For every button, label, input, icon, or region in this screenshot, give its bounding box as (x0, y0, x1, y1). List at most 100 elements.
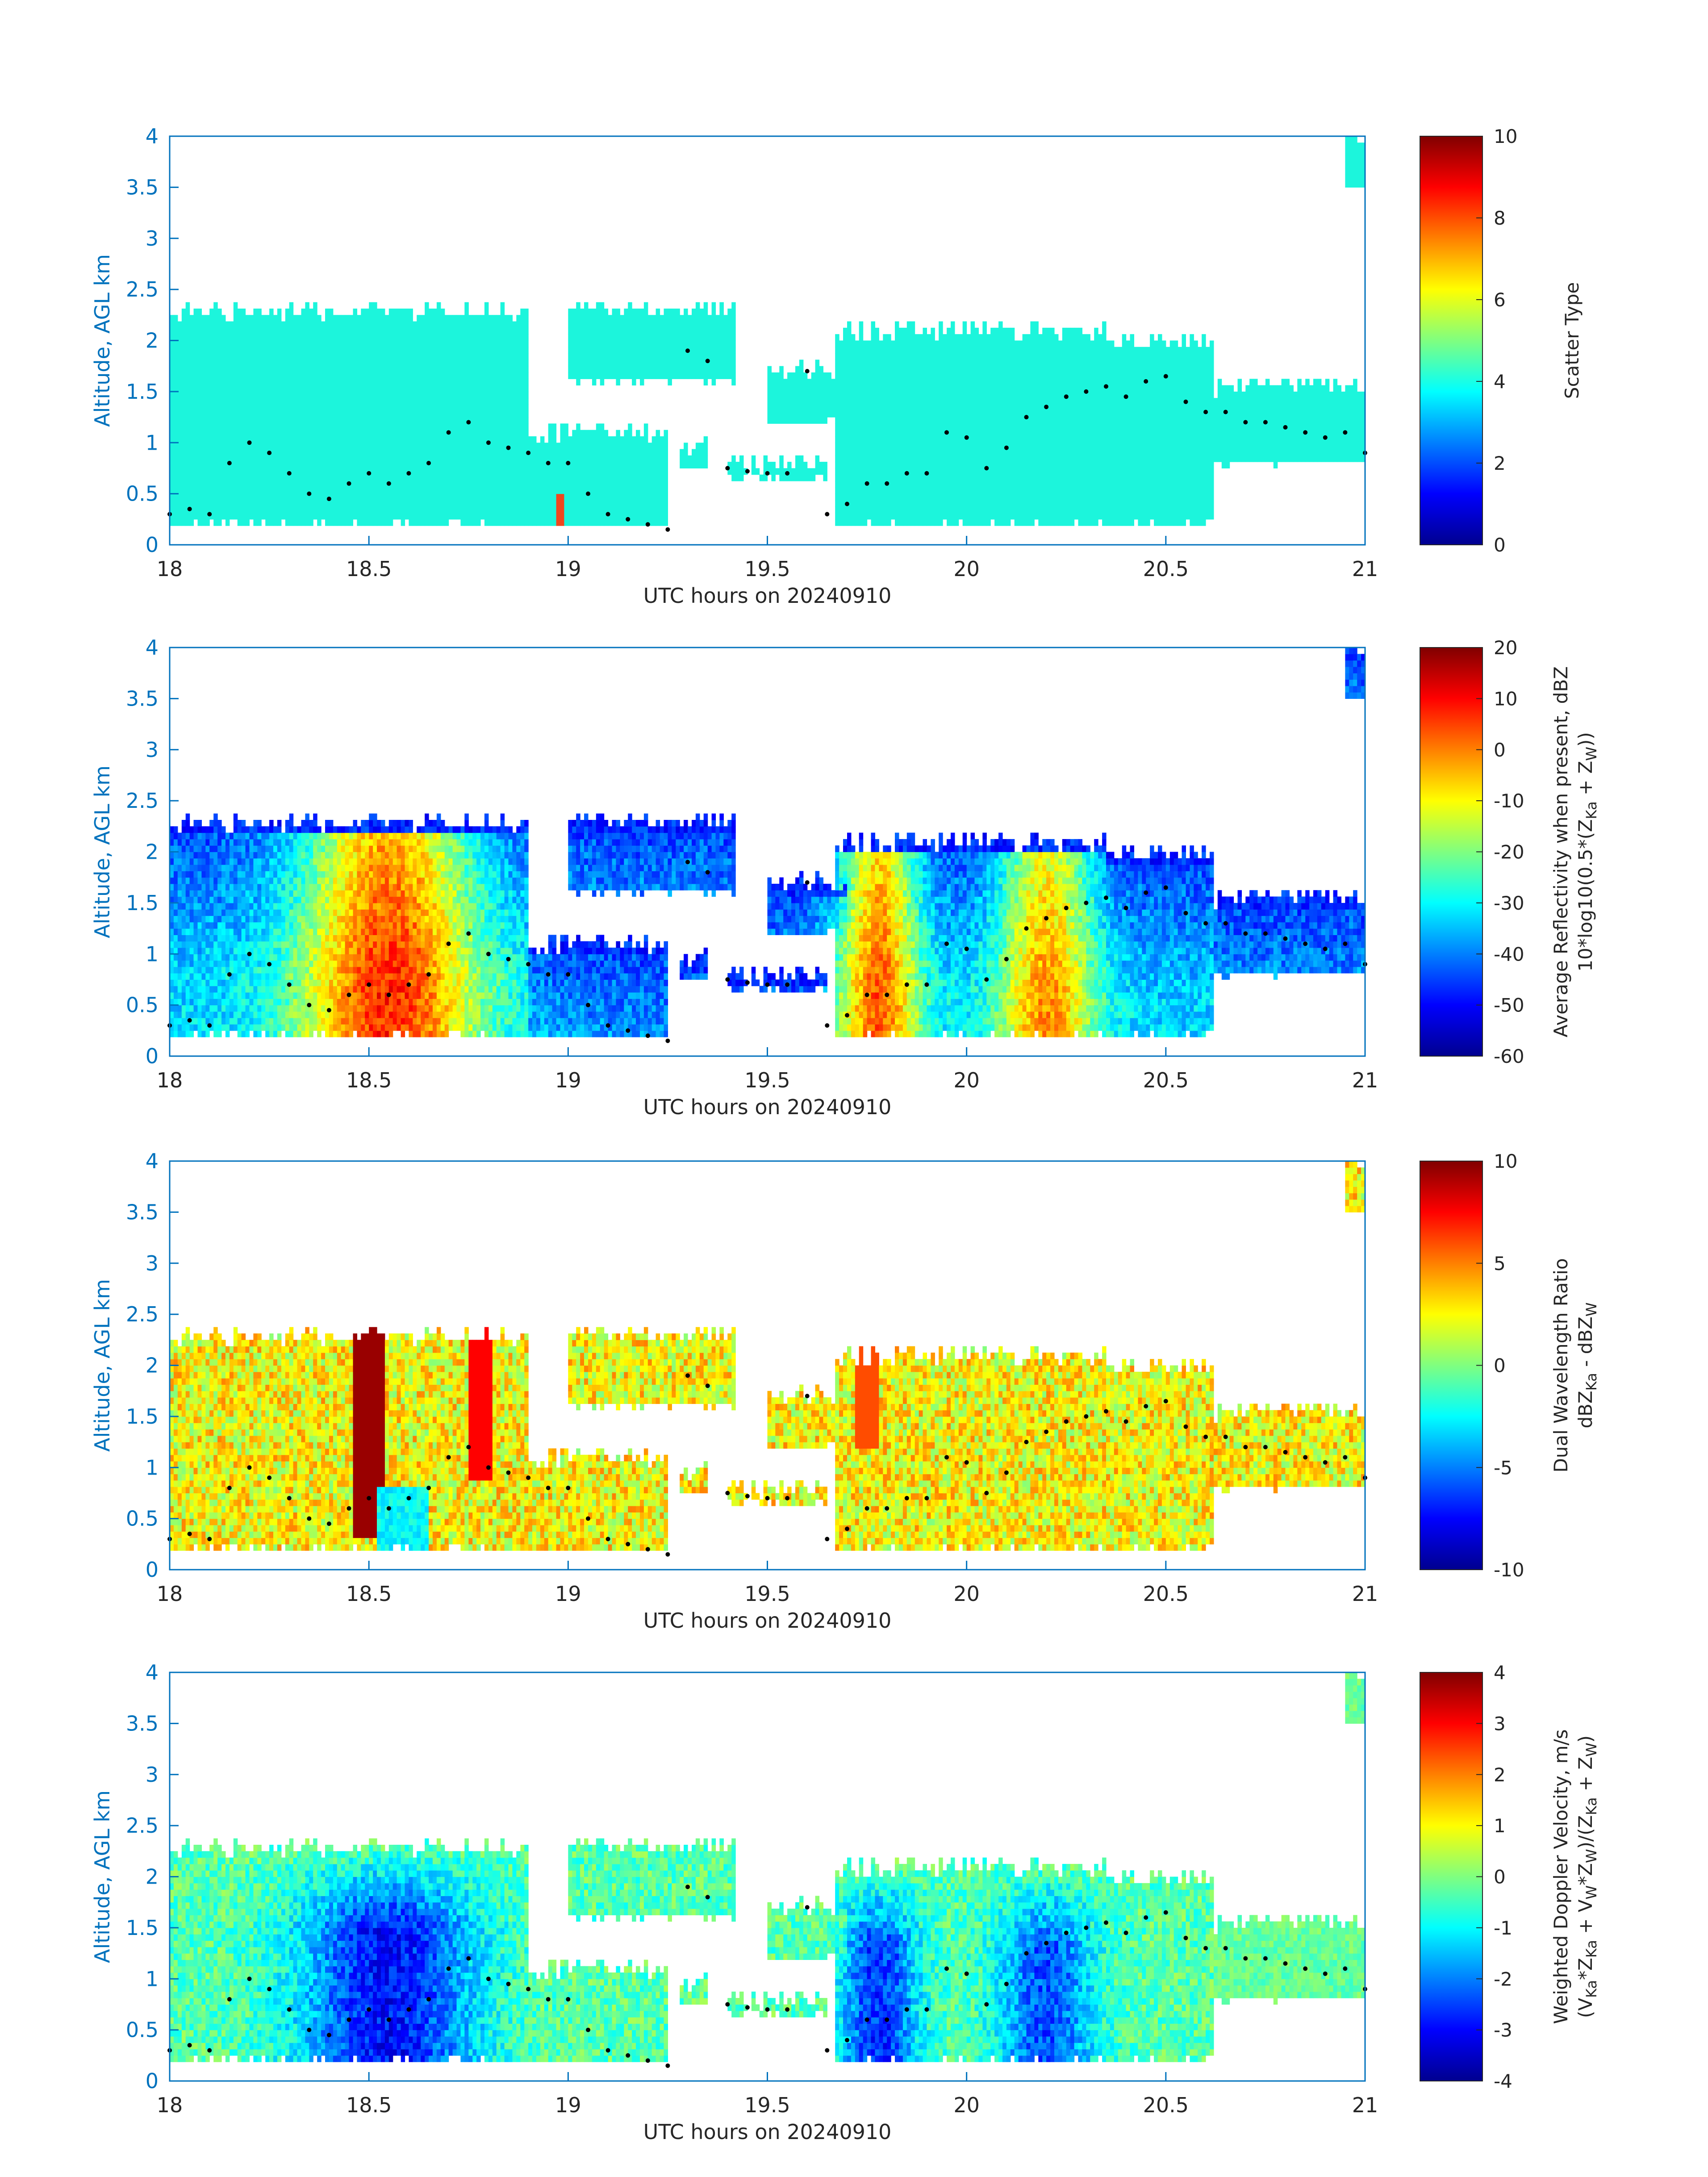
heatmap-cell (488, 519, 493, 526)
heatmap-cell (572, 334, 576, 341)
heatmap-cell (668, 340, 672, 347)
heatmap-cell (384, 493, 389, 501)
heatmap-cell (333, 462, 338, 468)
heatmap-cell (927, 487, 931, 494)
heatmap-cell (233, 493, 238, 501)
heatmap-cell (425, 519, 429, 526)
heatmap-cell (401, 462, 405, 468)
heatmap-cell (373, 353, 377, 360)
heatmap-cell (357, 474, 361, 481)
heatmap-cell (257, 468, 262, 475)
heatmap-cell (170, 449, 174, 456)
heatmap-cell (349, 417, 353, 424)
heatmap-cell (261, 315, 266, 322)
heatmap-cell (261, 500, 266, 507)
heatmap-cell (524, 385, 529, 392)
heatmap-cell (388, 430, 393, 437)
heatmap-cell (592, 493, 597, 501)
heatmap-cell (899, 340, 903, 347)
heatmap-cell (285, 423, 290, 430)
heatmap-cell (859, 391, 864, 398)
heatmap-cell (496, 366, 501, 373)
heatmap-cell (313, 468, 317, 475)
heatmap-cell (297, 398, 301, 405)
heatmap-cell (405, 455, 409, 462)
heatmap-cell (345, 372, 350, 379)
heatmap-cell (333, 430, 338, 437)
heatmap-cell (213, 468, 218, 475)
heatmap-cell (887, 468, 891, 475)
heatmap-cell (512, 404, 517, 411)
heatmap-cell (377, 334, 381, 341)
heatmap-cell (588, 468, 593, 475)
heatmap-cell (425, 359, 429, 367)
heatmap-cell (536, 474, 541, 481)
heatmap-cell (189, 404, 194, 411)
heatmap-cell (763, 474, 768, 481)
heatmap-cell (576, 327, 580, 334)
heatmap-cell (177, 487, 182, 494)
heatmap-cell (365, 462, 369, 468)
heatmap-cell (193, 468, 198, 475)
heatmap-cell (429, 385, 433, 392)
heatmap-cell (636, 487, 640, 494)
heatmap-cell (369, 379, 373, 386)
heatmap-cell (305, 359, 309, 367)
heatmap-cell (193, 321, 198, 328)
heatmap-cell (468, 334, 473, 341)
heatmap-cell (492, 327, 497, 334)
heatmap-cell (520, 340, 525, 347)
heatmap-cell (895, 340, 899, 347)
heatmap-cell (899, 493, 903, 501)
heatmap-cell (875, 385, 879, 392)
heatmap-cell (305, 321, 309, 328)
heatmap-cell (668, 327, 672, 334)
heatmap-cell (632, 359, 636, 367)
heatmap-cell (600, 430, 605, 437)
heatmap-cell (401, 347, 405, 354)
heatmap-cell (460, 359, 465, 367)
heatmap-cell (643, 334, 648, 341)
heatmap-cell (576, 487, 580, 494)
heatmap-cell (425, 506, 429, 514)
heatmap-cell (384, 410, 389, 418)
heatmap-cell (357, 404, 361, 411)
heatmap-cell (879, 468, 883, 475)
heatmap-cell (632, 513, 636, 520)
heatmap-cell (413, 449, 417, 456)
heatmap-cell (425, 315, 429, 322)
heatmap-cell (910, 449, 915, 456)
heatmap-cell (651, 315, 656, 322)
heatmap-cell (859, 455, 864, 462)
heatmap-cell (676, 327, 680, 334)
heatmap-cell (895, 506, 899, 514)
heatmap-cell (484, 417, 489, 424)
heatmap-cell (532, 519, 537, 526)
heatmap-cell (365, 340, 369, 347)
heatmap-cell (568, 327, 572, 334)
heatmap-cell (883, 506, 887, 514)
heatmap-cell (170, 379, 174, 386)
heatmap-cell (815, 379, 820, 386)
heatmap-cell (436, 519, 441, 526)
heatmap-cell (193, 506, 198, 514)
heatmap-cell (906, 506, 911, 514)
heatmap-cell (388, 417, 393, 424)
heatmap-cell (664, 334, 668, 341)
heatmap-cell (201, 315, 206, 322)
heatmap-cell (341, 462, 346, 468)
heatmap-cell (217, 493, 222, 501)
heatmap-cell (572, 353, 576, 360)
heatmap-cell (249, 449, 254, 456)
heatmap-cell (417, 423, 421, 430)
heatmap-cell (440, 519, 445, 526)
heatmap-cell (444, 340, 449, 347)
heatmap-cell (409, 513, 413, 520)
heatmap-cell (520, 321, 525, 328)
heatmap-cell (895, 474, 899, 481)
heatmap-cell (544, 487, 549, 494)
heatmap-cell (855, 449, 860, 456)
heatmap-cell (787, 385, 792, 392)
heatmap-cell (233, 449, 238, 456)
heatmap-cell (568, 359, 572, 367)
